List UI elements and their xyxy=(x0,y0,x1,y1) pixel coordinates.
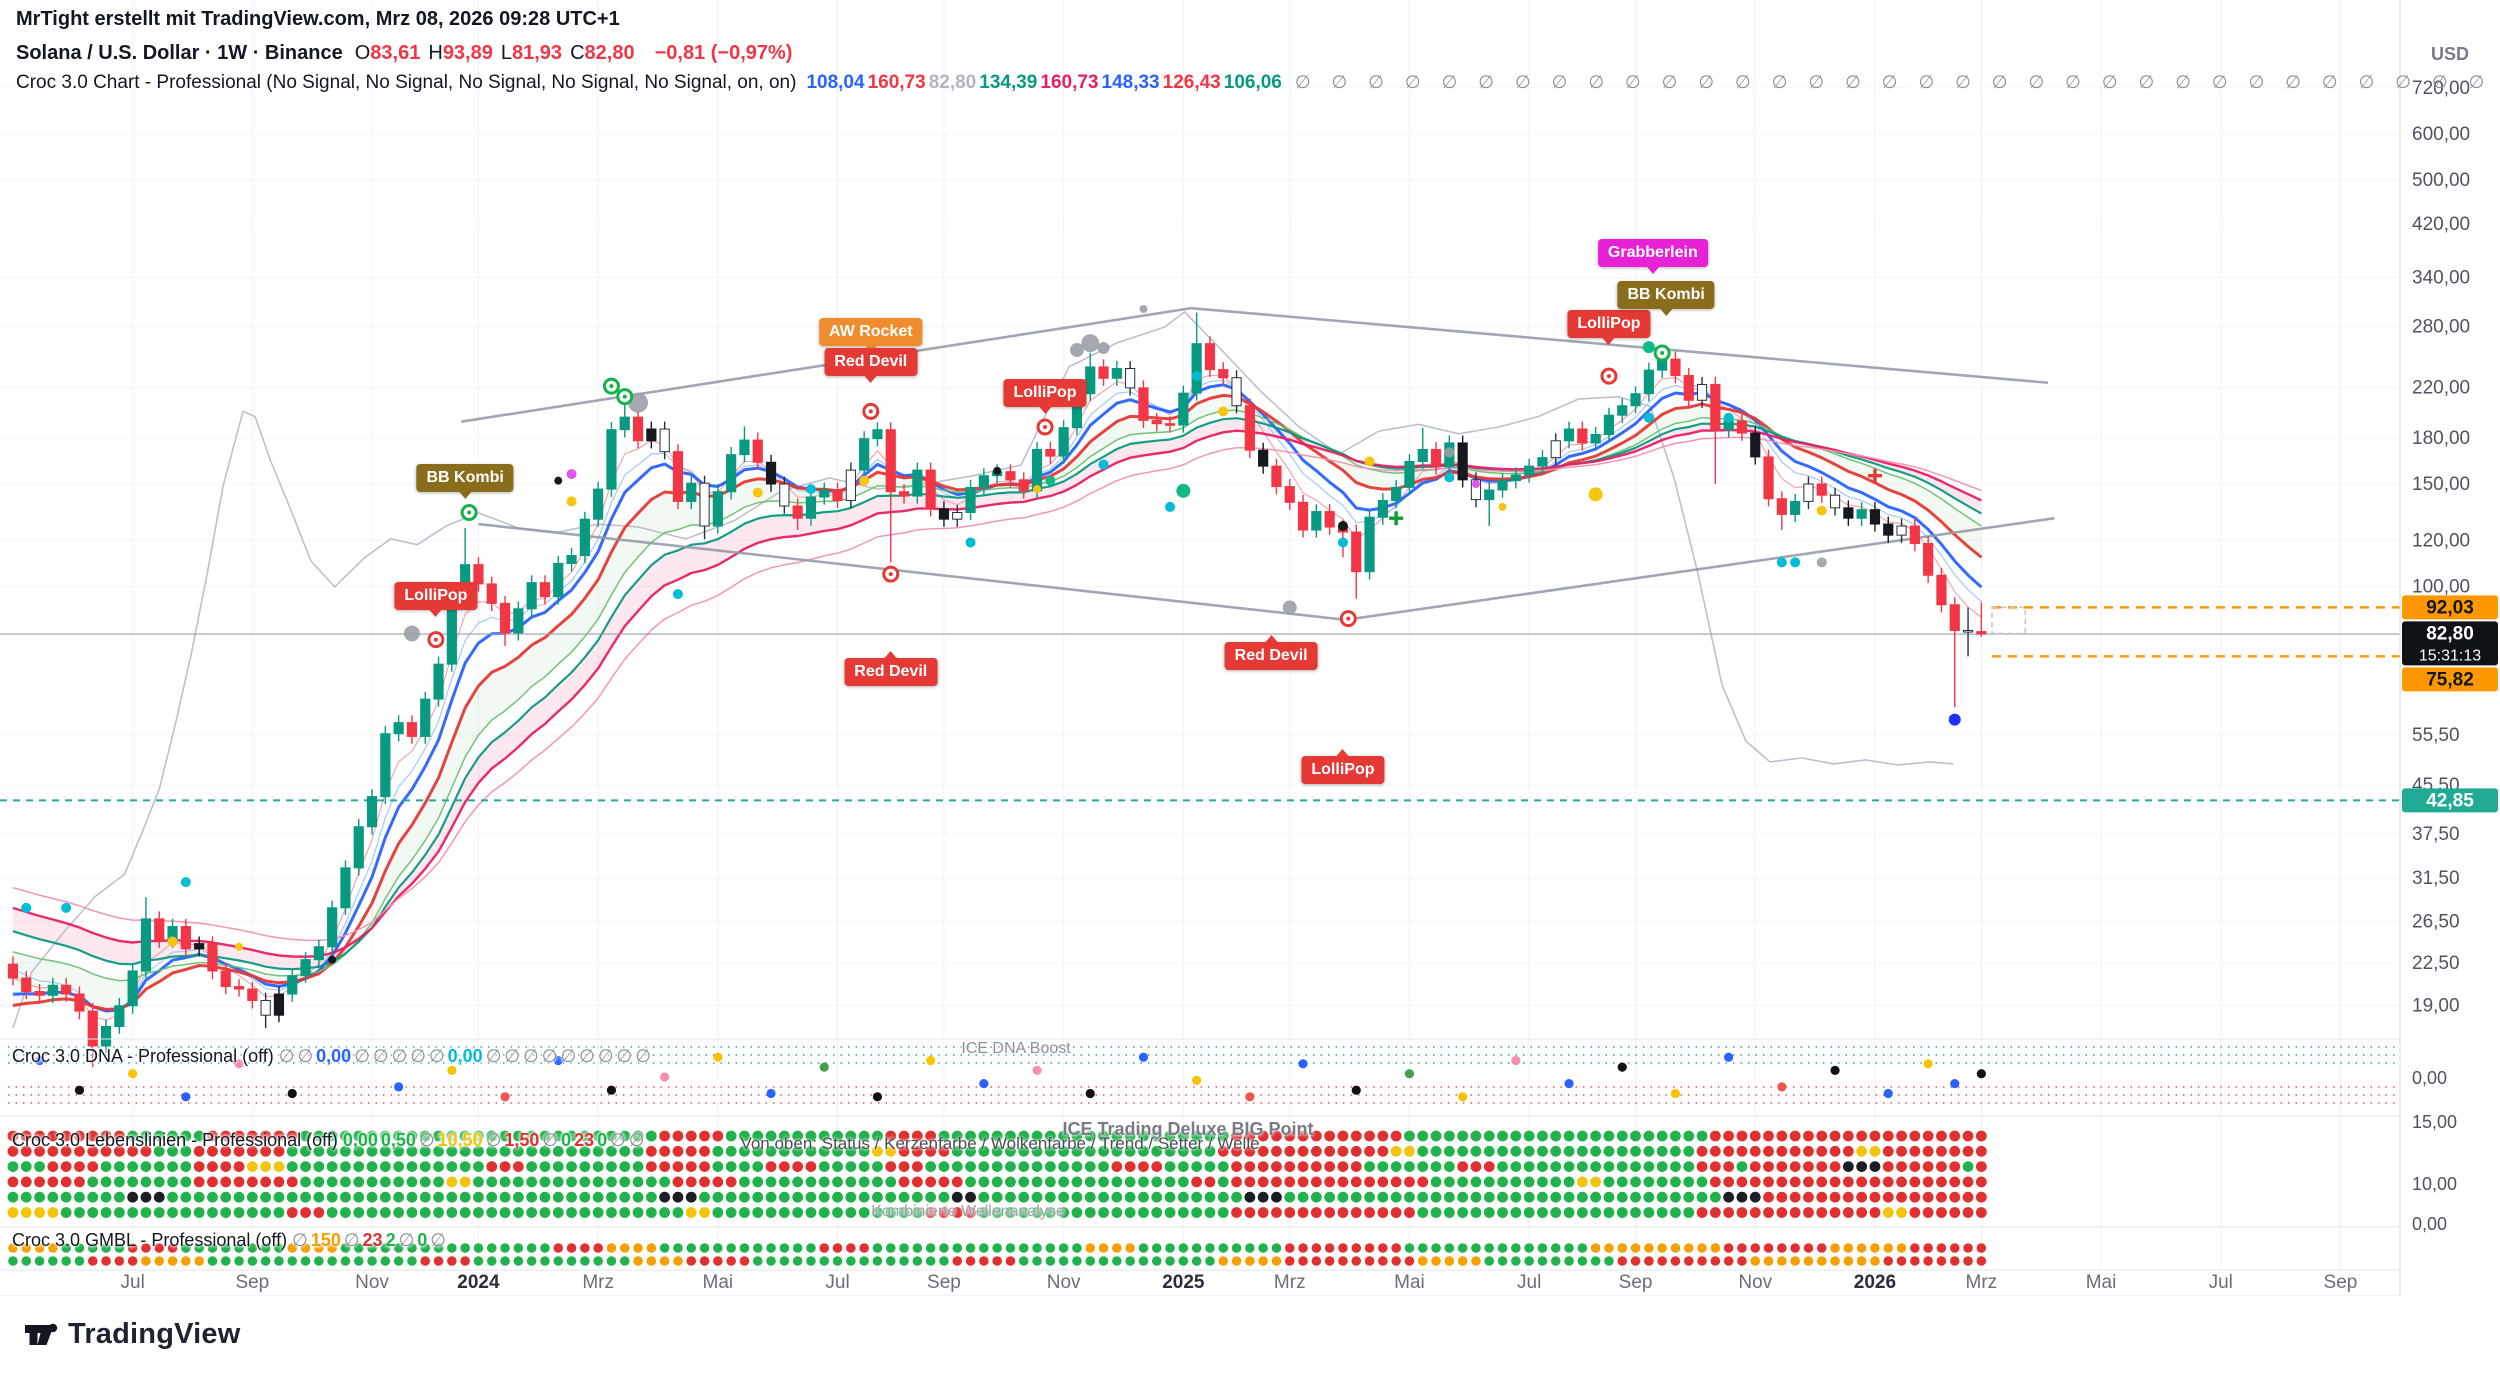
svg-text:0,00: 0,00 xyxy=(2412,1214,2447,1234)
tradingview-logo[interactable]: TradingView xyxy=(22,1316,241,1352)
indicator-value: 106,06 xyxy=(1223,72,1282,93)
svg-text:Jul: Jul xyxy=(121,1272,145,1293)
svg-text:120,00: 120,00 xyxy=(2412,530,2470,551)
svg-text:19,00: 19,00 xyxy=(2412,996,2460,1017)
ohlc-l: L81,93 xyxy=(500,42,563,64)
svg-text:75,82: 75,82 xyxy=(2426,669,2474,690)
svg-text:0,00: 0,00 xyxy=(2412,1068,2447,1088)
price-badge xyxy=(2402,667,2498,692)
indicator-legend[interactable]: Croc 3.0 Chart - Professional (No Signal… xyxy=(16,72,2492,94)
tradingview-logo-icon xyxy=(25,1323,58,1345)
svg-text:500,00: 500,00 xyxy=(2412,170,2470,191)
svg-text:22,50: 22,50 xyxy=(2412,953,2460,974)
indicator-value: 148,33 xyxy=(1101,72,1160,93)
svg-text:150,00: 150,00 xyxy=(2412,474,2470,495)
svg-text:82,80: 82,80 xyxy=(2426,623,2474,644)
svg-text:Sep: Sep xyxy=(235,1272,269,1293)
svg-text:55,50: 55,50 xyxy=(2412,725,2460,746)
indicator-value: 134,39 xyxy=(979,72,1038,93)
svg-text:2026: 2026 xyxy=(1854,1272,1896,1293)
indicator-value: 160,73 xyxy=(867,72,926,93)
svg-text:Sep: Sep xyxy=(927,1272,961,1293)
svg-text:2025: 2025 xyxy=(1162,1272,1205,1293)
candles xyxy=(7,312,1987,1068)
svg-text:15,00: 15,00 xyxy=(2412,1112,2457,1132)
indicator-values: 108,04 160,73 82,80 134,39 160,73 148,33 126,4… xyxy=(806,72,1284,94)
svg-text:420,00: 420,00 xyxy=(2412,214,2470,235)
svg-text:Mai: Mai xyxy=(2086,1272,2117,1293)
indicator-value: 160,73 xyxy=(1040,72,1099,93)
svg-text:720,00: 720,00 xyxy=(2412,78,2470,99)
ohlc-c: C82,80 xyxy=(570,42,635,64)
indicator-title[interactable]: Croc 3.0 Chart - Professional (No Signal… xyxy=(16,72,797,93)
price-badge xyxy=(2402,595,2498,620)
svg-text:Nov: Nov xyxy=(1738,1272,1772,1293)
ohlc-values: O83,61 H93,89 L81,93 C82,80 xyxy=(355,42,643,65)
svg-text:Sep: Sep xyxy=(1619,1272,1653,1293)
svg-text:Jul: Jul xyxy=(1517,1272,1541,1293)
axis-currency-label[interactable]: USD xyxy=(2430,44,2469,64)
svg-text:600,00: 600,00 xyxy=(2412,124,2470,145)
svg-text:15:31:13: 15:31:13 xyxy=(2419,647,2481,664)
price-badge xyxy=(2402,621,2498,666)
chart-canvas[interactable]: 720,00 600,00 500,00 420,00 340,00 280,00 220,… xyxy=(0,0,2500,1296)
svg-text:26,50: 26,50 xyxy=(2412,912,2460,933)
svg-text:340,00: 340,00 xyxy=(2412,267,2470,288)
tradingview-brand-text: TradingView xyxy=(68,1317,241,1350)
svg-text:10,00: 10,00 xyxy=(2412,1174,2457,1194)
svg-text:Mai: Mai xyxy=(703,1272,734,1293)
svg-text:100,00: 100,00 xyxy=(2412,576,2470,597)
indicator-value: 82,80 xyxy=(928,72,977,93)
indicator-value: 108,04 xyxy=(806,72,865,93)
svg-text:42,85: 42,85 xyxy=(2426,790,2474,811)
svg-text:Mrz: Mrz xyxy=(582,1272,614,1293)
svg-text:Jul: Jul xyxy=(2209,1272,2233,1293)
price-badge xyxy=(2402,788,2498,813)
svg-text:280,00: 280,00 xyxy=(2412,316,2470,337)
change-value: −0,81 (−0,97%) xyxy=(654,42,793,64)
svg-text:Sep: Sep xyxy=(2324,1272,2358,1293)
indicator-empty-values: ∅ ∅ ∅ ∅ ∅ ∅ ∅ ∅ ∅ ∅ ∅ ∅ ∅ ∅ ∅ ∅ ∅ ∅ ∅ ∅ … xyxy=(1294,72,2493,92)
svg-text:92,03: 92,03 xyxy=(2426,597,2474,618)
ohlc-o: O83,61 xyxy=(354,42,421,64)
svg-text:Mai: Mai xyxy=(1394,1272,1425,1293)
svg-text:31,50: 31,50 xyxy=(2412,868,2460,889)
svg-text:Nov: Nov xyxy=(1047,1272,1081,1293)
svg-text:Jul: Jul xyxy=(825,1272,849,1293)
symbol-legend[interactable]: Solana / U.S. Dollar · 1W · Binance O83,… xyxy=(16,42,792,65)
svg-text:180,00: 180,00 xyxy=(2412,428,2470,449)
indicator-value: 126,43 xyxy=(1162,72,1221,93)
svg-text:2024: 2024 xyxy=(457,1272,500,1293)
svg-text:Mrz: Mrz xyxy=(1274,1272,1306,1293)
ohlc-h: H93,89 xyxy=(428,42,493,64)
symbol-name[interactable]: Solana / U.S. Dollar · 1W · Binance xyxy=(16,42,343,64)
svg-text:Nov: Nov xyxy=(355,1272,389,1293)
svg-text:37,50: 37,50 xyxy=(2412,824,2460,845)
svg-text:Mrz: Mrz xyxy=(1966,1272,1998,1293)
svg-text:220,00: 220,00 xyxy=(2412,377,2470,398)
